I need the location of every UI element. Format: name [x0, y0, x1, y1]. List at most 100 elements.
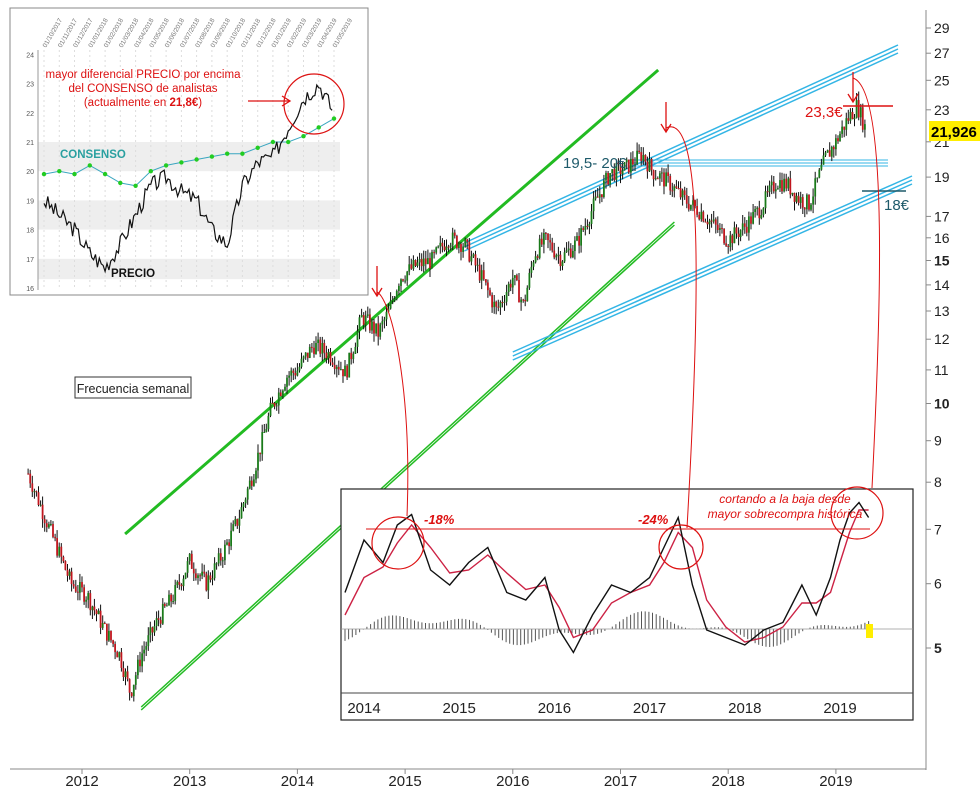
- price-candle-body: [242, 503, 245, 508]
- price-candle-body: [675, 186, 678, 188]
- price-candle-body: [230, 530, 232, 547]
- price-candle-body: [145, 646, 148, 650]
- price-candle-body: [520, 299, 522, 303]
- price-candle-body: [696, 206, 698, 215]
- consensus-point: [72, 171, 77, 177]
- y-tick-label: 25: [934, 72, 950, 88]
- price-candle-body: [623, 162, 626, 171]
- price-candle-body: [615, 162, 618, 180]
- price-candle-body: [327, 351, 330, 359]
- price-candle-body: [501, 302, 504, 304]
- price-candle-body: [159, 619, 162, 624]
- price-candle-body: [656, 178, 659, 180]
- price-candle-body: [381, 321, 384, 325]
- price-candle-body: [296, 370, 299, 376]
- price-candle-body: [679, 188, 682, 198]
- price-candle-body: [48, 524, 50, 528]
- price-candle-body: [491, 295, 493, 308]
- price-candle-body: [217, 553, 220, 564]
- overbought-note-line-1: cortando a la baja desde: [719, 492, 851, 506]
- price-candle-body: [574, 240, 576, 251]
- price-candle-body: [364, 315, 367, 325]
- y-tick-label: 15: [934, 253, 950, 269]
- price-candle-body: [812, 196, 814, 205]
- price-candle-body: [174, 585, 177, 602]
- price-candle-body: [596, 196, 599, 198]
- price-label: PRECIO: [111, 268, 155, 280]
- y-tick-label: 13: [934, 303, 950, 319]
- inset-y-tick-label: 20: [26, 169, 34, 176]
- price-candle-body: [267, 415, 270, 430]
- price-candle-body: [540, 238, 543, 245]
- inset-note-text: ): [198, 97, 202, 109]
- frequency-label: Frecuencia semanal: [77, 382, 190, 396]
- price-candle-body: [337, 366, 340, 370]
- consensus-point: [179, 160, 184, 165]
- price-candle-body: [369, 314, 371, 331]
- highlight-circle: [371, 516, 425, 570]
- price-candle-body: [132, 684, 135, 697]
- price-candle-body: [420, 259, 423, 267]
- price-candle-body: [756, 207, 759, 210]
- price-candle-body: [567, 248, 570, 251]
- price-candle-body: [424, 258, 427, 265]
- oscillator-x-ticks: 2014 2015 2016 2017 2018 2019: [347, 700, 856, 717]
- inset-y-tick-label: 22: [26, 111, 34, 118]
- price-candle-body: [731, 235, 734, 244]
- price-line: [43, 83, 333, 274]
- y-tick-label: 12: [934, 331, 950, 347]
- price-candle-body: [232, 524, 235, 531]
- price-candle-body: [828, 150, 831, 157]
- price-candle-body: [826, 150, 829, 153]
- price-candle-body: [325, 352, 328, 359]
- price-candle-body: [650, 159, 653, 171]
- price-candle-body: [476, 264, 479, 266]
- price-candle-body: [275, 405, 278, 407]
- price-candle-body: [478, 264, 481, 281]
- price-candle-body: [190, 553, 193, 569]
- price-candle-body: [207, 575, 210, 591]
- price-candle-body: [333, 364, 336, 369]
- price-candle-body: [814, 178, 817, 197]
- price-candle-body: [485, 279, 487, 283]
- price-candle-body: [861, 107, 864, 130]
- price-candle-body: [348, 352, 351, 378]
- y-tick-label: 8: [934, 474, 942, 490]
- price-candle-body: [669, 176, 672, 191]
- price-candle-body: [791, 192, 794, 195]
- price-candle-body: [166, 605, 168, 607]
- price-candle-body: [422, 258, 425, 267]
- price-candle-body: [197, 575, 199, 578]
- lower-blue-channel-line: [512, 183, 913, 361]
- price-candle-body: [538, 238, 541, 258]
- price-candle-body: [261, 432, 264, 455]
- price-candle-body: [576, 236, 578, 241]
- price-candle-body: [611, 169, 614, 174]
- price-candle-body: [659, 173, 661, 179]
- price-candle-body: [106, 623, 108, 641]
- price-candle-body: [499, 302, 502, 308]
- price-candle-body: [180, 584, 183, 587]
- last-value-marker: [866, 624, 873, 638]
- price-candle-body: [480, 270, 483, 281]
- x-tick-label: 2018: [712, 773, 745, 790]
- price-candle-body: [178, 581, 181, 585]
- price-series: [27, 91, 866, 702]
- inset-highlight-circle: [283, 73, 345, 135]
- consensus-line: [43, 118, 335, 187]
- drop-label-2: -24%: [638, 512, 669, 527]
- price-candle-body: [801, 197, 804, 208]
- price-candle-body: [472, 254, 475, 257]
- price-candle-body: [315, 343, 317, 354]
- price-candle-body: [35, 491, 38, 493]
- price-candle-body: [97, 610, 100, 615]
- price-candle-body: [27, 473, 30, 475]
- price-candle-body: [536, 256, 539, 258]
- inset-note-value: 21,8€: [170, 97, 199, 109]
- price-candle-body: [572, 251, 574, 258]
- y-tick-label: 10: [934, 396, 950, 412]
- price-candle-body: [642, 155, 645, 161]
- price-candle-body: [70, 571, 73, 585]
- price-candle-body: [122, 667, 125, 677]
- price-candle-body: [391, 299, 394, 301]
